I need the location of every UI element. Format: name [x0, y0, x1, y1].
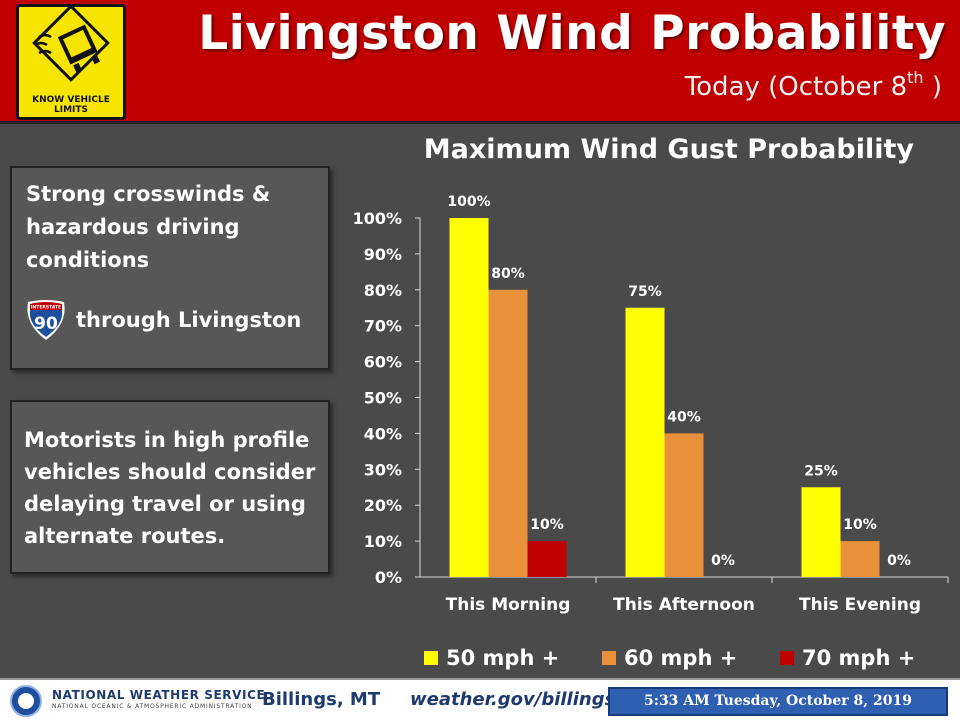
y-tick-label: 10% [364, 532, 402, 551]
subtitle-end: ) [923, 72, 942, 102]
y-tick-label: 50% [364, 389, 402, 408]
data-label: 40% [667, 409, 701, 425]
chart-title: Maximum Wind Gust Probability [423, 134, 914, 165]
legend-label-50: 50 mph + [446, 646, 560, 670]
y-tick-label: 80% [364, 281, 402, 300]
sign-caption-line1: KNOW VEHICLE [32, 95, 110, 105]
x-tick-label: This Morning [446, 595, 571, 615]
bar [664, 433, 704, 577]
y-tick-label: 20% [364, 496, 402, 515]
data-label: 80% [491, 266, 525, 282]
info1-line2: hazardous driving [26, 215, 240, 239]
legend-swatch-50 [424, 651, 438, 665]
info2-line2: vehicles should consider [24, 460, 316, 484]
subtitle-text: Today (October 8 [684, 72, 908, 102]
page-title: Livingston Wind Probability [198, 6, 946, 61]
agency-name: NATIONAL WEATHER SERVICE [52, 688, 266, 702]
y-tick-label: 30% [364, 460, 402, 479]
know-vehicle-limits-sign: KNOW VEHICLE LIMITS [16, 4, 126, 120]
crosswind-info-box: Strong crosswinds & hazardous driving co… [10, 166, 330, 370]
wind-gust-bar-chart: 0% 10% 20% 30% 40% 50% 60% 70% 80% 90% 100% 100% 80%… [353, 194, 949, 615]
bar [449, 218, 489, 577]
legend-label-60: 60 mph + [624, 646, 738, 670]
legend-item-70: 70 mph + [780, 646, 915, 670]
y-tick-label: 90% [364, 245, 402, 264]
sign-caption-line2: LIMITS [53, 105, 88, 115]
info2-line1: Motorists in high profile [24, 428, 310, 452]
subtitle-ordinal: th [907, 68, 924, 87]
x-tick-label: This Afternoon [613, 595, 755, 615]
bar [488, 289, 528, 577]
legend-swatch-70 [780, 651, 794, 665]
motorist-advice-box: Motorists in high profile vehicles shoul… [10, 400, 330, 574]
data-label: 10% [843, 517, 877, 533]
shield-number: 90 [34, 314, 58, 334]
legend-label-70: 70 mph + [802, 646, 916, 670]
y-tick-label: 100% [353, 209, 402, 228]
legend-swatch-60 [602, 651, 616, 665]
header-banner: KNOW VEHICLE LIMITS Livingston Wind Prob… [0, 0, 960, 124]
legend-item-60: 60 mph + [602, 646, 737, 670]
route-text: through Livingston [76, 307, 302, 332]
data-label: 25% [804, 463, 838, 479]
bar [625, 307, 665, 577]
page-subtitle: Today (October 8th ) [684, 68, 942, 102]
y-tick-label: 0% [375, 568, 402, 587]
route-row: INTERSTATE 90 through Livingston [24, 298, 301, 342]
issued-timestamp: 5:33 AM Tuesday, October 8, 2019 [608, 687, 948, 716]
agency-subname: NATIONAL OCEANIC & ATMOSPHERIC ADMINISTR… [52, 703, 253, 710]
data-label: 75% [628, 284, 662, 300]
noaa-logo-icon [10, 685, 42, 717]
office-name: Billings, MT [262, 689, 381, 710]
info1-line1: Strong crosswinds & [26, 182, 271, 206]
info2-line3: delaying travel or using [24, 492, 306, 516]
bar [527, 541, 567, 577]
info1-line3: conditions [26, 248, 150, 272]
legend-item-50: 50 mph + [424, 646, 559, 670]
bar [801, 487, 841, 577]
y-tick-label: 40% [364, 424, 402, 443]
info2-line4: alternate routes. [24, 524, 226, 548]
shield-label: INTERSTATE [31, 305, 61, 311]
footer-bar: NATIONAL WEATHER SERVICE NATIONAL OCEANI… [0, 678, 960, 720]
data-label: 0% [711, 553, 735, 569]
interstate-shield-icon: INTERSTATE 90 [27, 300, 65, 340]
data-label: 0% [887, 553, 911, 569]
data-label: 100% [447, 194, 490, 210]
data-label: 10% [530, 517, 564, 533]
x-tick-label: This Evening [799, 595, 921, 615]
wind-truck-icon [32, 7, 110, 82]
y-tick-label: 60% [364, 353, 402, 372]
y-tick-label: 70% [364, 317, 402, 336]
bar [840, 541, 880, 577]
office-url[interactable]: weather.gov/billings [410, 689, 616, 710]
